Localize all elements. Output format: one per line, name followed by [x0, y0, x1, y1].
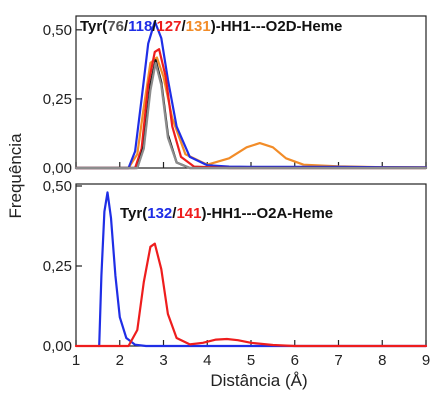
- panel-title-part: )-HH1---O2D-Heme: [211, 18, 343, 35]
- panel-title-part: 127: [156, 18, 181, 35]
- panel-2-y-tick-label: 0,50: [43, 178, 72, 195]
- panel-title-part: Tyr(: [80, 18, 107, 35]
- panel-2-series-line: [97, 191, 428, 348]
- panel-1-y-tick-label: 0,25: [43, 91, 72, 108]
- x-tick-label: 9: [422, 352, 430, 369]
- x-axis-title: Distância (Å): [210, 371, 307, 390]
- panel-1-series-line: [74, 59, 428, 170]
- x-tick-label: 6: [291, 352, 299, 369]
- panel-1-y-tick-label: 0,00: [43, 160, 72, 177]
- panel-2-y-tick-label: 0,00: [43, 338, 72, 355]
- panel-title-part: )-HH1---O2A-Heme: [201, 205, 333, 222]
- y-axis-title: Frequência: [6, 133, 25, 219]
- x-tick-label: 7: [334, 352, 342, 369]
- panel-1-series-line: [74, 48, 428, 170]
- panel-2-series-line: [74, 242, 428, 348]
- x-tick-label: 3: [159, 352, 167, 369]
- panel-2-title: Tyr(132/141)-HH1---O2A-Heme: [120, 205, 333, 222]
- panel-title-part: /: [182, 18, 187, 35]
- panel-title-part: /: [124, 18, 129, 35]
- panel-title-part: /: [152, 18, 157, 35]
- panel-title-part: 76: [107, 18, 124, 35]
- panel-title-part: 118: [128, 18, 152, 35]
- panel-2-y-tick-label: 0,25: [43, 258, 72, 275]
- x-tick-label: 8: [378, 352, 386, 369]
- x-tick-label: 4: [203, 352, 211, 369]
- x-tick-label: 5: [247, 352, 255, 369]
- panel-title-part: Tyr(: [120, 205, 147, 222]
- panel-title-part: 132: [147, 205, 172, 222]
- panel-1-title: Tyr(76/118/127/131)-HH1---O2D-Heme: [80, 18, 342, 35]
- panel-title-part: 131: [186, 18, 211, 35]
- panel-title-part: 141: [176, 205, 201, 222]
- panel-1-series-line: [74, 61, 428, 170]
- panel-1-series-line: [74, 56, 428, 170]
- x-tick-label: 1: [72, 352, 80, 369]
- panel-title-part: /: [172, 205, 177, 222]
- x-tick-label: 2: [116, 352, 124, 369]
- panel-1-y-tick-label: 0,50: [43, 22, 72, 39]
